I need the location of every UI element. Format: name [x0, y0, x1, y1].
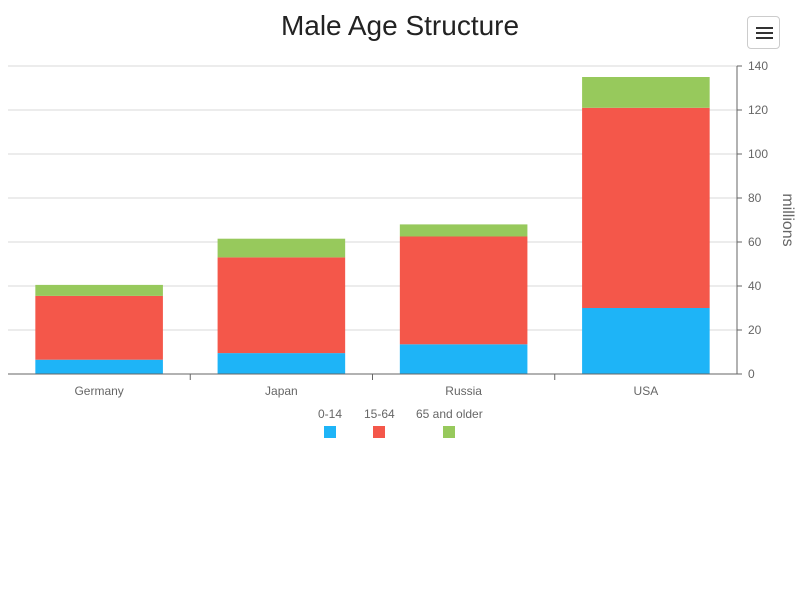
legend-label: 65 and older — [416, 407, 483, 421]
x-tick-label: Germany — [74, 384, 123, 398]
bar-segment[interactable] — [35, 295, 163, 360]
legend-label: 0-14 — [318, 407, 343, 421]
bars — [35, 77, 710, 374]
bar-segment[interactable] — [582, 107, 710, 308]
x-tick-label: Russia — [445, 384, 482, 398]
bar-segment[interactable] — [217, 257, 346, 354]
bar-segment[interactable] — [582, 77, 710, 108]
bar-segment[interactable] — [217, 353, 346, 374]
chart-menu-button[interactable] — [747, 16, 780, 49]
y-tick-label: 120 — [748, 103, 768, 117]
y-tick-label: 140 — [748, 59, 768, 73]
legend-label: 15-64 — [364, 407, 395, 421]
bar-segment[interactable] — [399, 344, 528, 374]
legend-swatch — [443, 426, 455, 438]
hamburger-menu-icon — [756, 27, 773, 40]
axes: 0 20 40 60 80 100 120 140 Germany Japan Russia USA — [8, 59, 768, 398]
chart-title: Male Age Structure — [280, 10, 520, 41]
legend: 0-14 15-64 65 and older — [0, 407, 800, 443]
y-tick-label: 0 — [748, 367, 755, 381]
legend-item[interactable]: 65 and older — [416, 407, 483, 438]
legend-swatch — [324, 426, 336, 438]
bar-segment[interactable] — [217, 238, 346, 258]
y-axis-title: millions — [779, 193, 796, 246]
legend-item[interactable]: 15-64 — [364, 407, 395, 438]
bar-segment[interactable] — [582, 308, 710, 374]
x-tick-label: USA — [634, 384, 659, 398]
bar-segment[interactable] — [35, 284, 163, 296]
bar-segment[interactable] — [399, 236, 528, 345]
y-tick-label: 80 — [748, 191, 762, 205]
y-tick-label: 100 — [748, 147, 768, 161]
legend-item[interactable]: 0-14 — [318, 407, 343, 438]
bar-segment[interactable] — [35, 359, 163, 374]
y-tick-label: 20 — [748, 323, 762, 337]
y-tick-label: 60 — [748, 235, 762, 249]
legend-swatch — [373, 426, 385, 438]
x-tick-label: Japan — [265, 384, 298, 398]
y-tick-label: 40 — [748, 279, 762, 293]
bar-segment[interactable] — [399, 224, 528, 237]
